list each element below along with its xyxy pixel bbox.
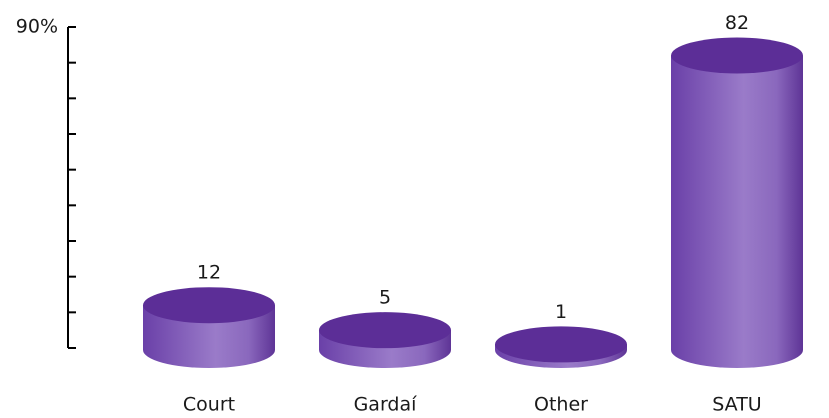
x-tick-label: Gardaí <box>354 394 418 416</box>
bar-top <box>319 312 451 349</box>
data-label: 1 <box>555 301 567 323</box>
data-label: 82 <box>725 12 749 34</box>
x-tick-label: Court <box>183 394 235 416</box>
data-label: 12 <box>197 262 221 284</box>
bar-top <box>143 287 275 324</box>
bar-top <box>495 326 627 363</box>
y-tick-label: 90% <box>16 16 58 38</box>
bar <box>143 305 275 368</box>
x-tick-label: Other <box>534 394 588 416</box>
bar-top <box>671 37 803 74</box>
bar <box>671 55 803 369</box>
x-tick-label: SATU <box>712 394 761 416</box>
data-label: 5 <box>379 287 391 309</box>
